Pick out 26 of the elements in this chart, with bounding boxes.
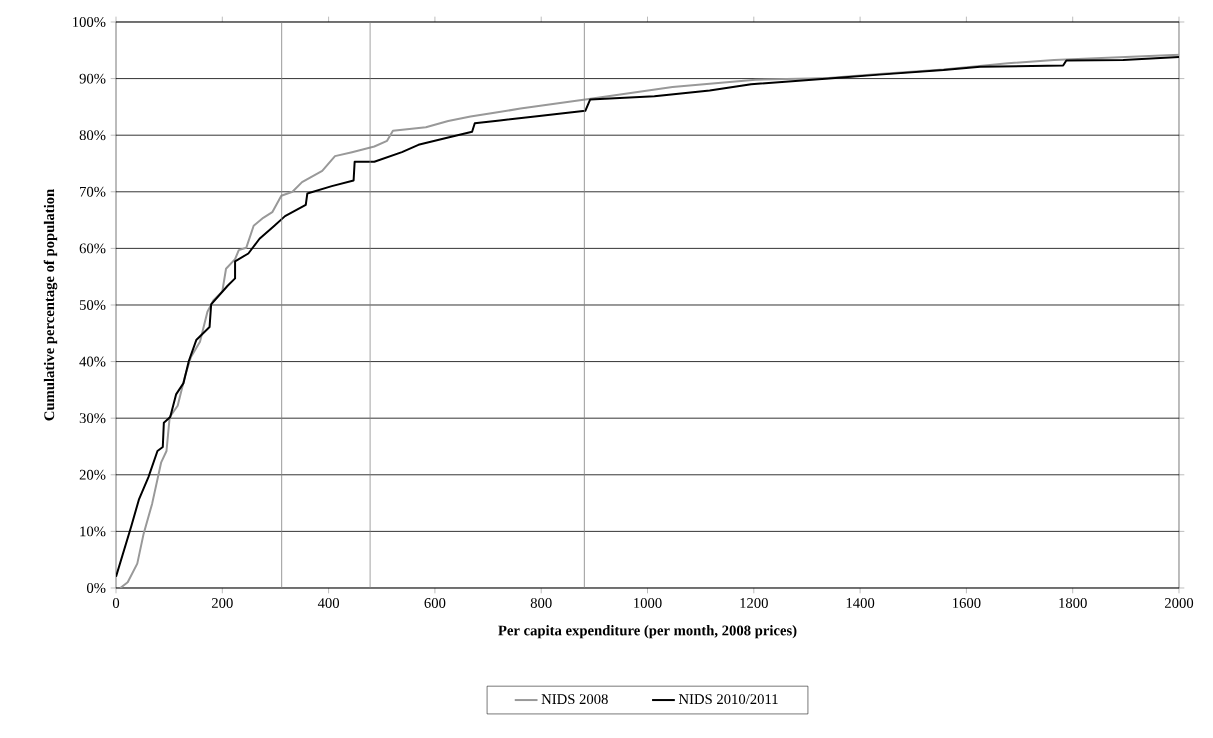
y-tick-label: 80% (79, 130, 106, 141)
y-tick-label: 0% (86, 583, 106, 593)
y-tick-label: 100% (73, 17, 106, 27)
x-axis-title: Per capita expenditure (per month, 2008 prices) (498, 625, 797, 639)
y-tick-label: 60% (79, 243, 106, 254)
x-tick-label: 800 (530, 598, 552, 608)
legend-label: NIDS 2008 (541, 694, 608, 705)
x-tick-label: 0 (112, 598, 120, 608)
x-tick-label: 1600 (953, 598, 981, 608)
y-tick-label: 20% (79, 469, 106, 480)
y-tick-label: 50% (79, 300, 106, 310)
y-tick-label: 90% (79, 73, 106, 84)
x-tick-label: 1000 (634, 598, 662, 608)
x-tick-label: 1200 (740, 598, 768, 608)
y-tick-label: 40% (79, 356, 106, 367)
x-tick-label: 600 (424, 598, 446, 608)
legend-label: NIDS 2010/2011 (678, 694, 778, 705)
y-axis-title: Cumulative percentage of population (43, 189, 58, 421)
x-tick-label: 200 (211, 598, 233, 608)
x-tick-label: 2000 (1164, 598, 1194, 608)
y-tick-label: 30% (79, 413, 106, 424)
y-tick-label: 70% (80, 186, 106, 197)
x-tick-label: 400 (317, 598, 340, 608)
x-tick-label: 1800 (1059, 598, 1087, 608)
x-tick-label: 1400 (846, 598, 875, 608)
y-tick-label: 10% (80, 526, 106, 537)
